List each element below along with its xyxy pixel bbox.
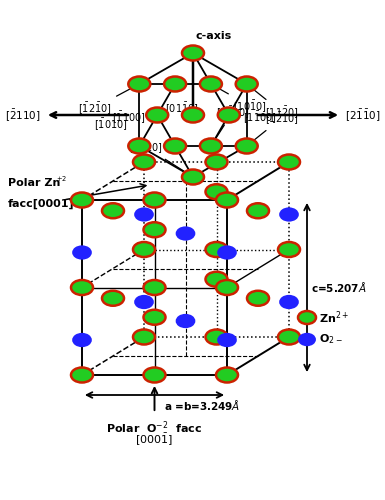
Ellipse shape: [278, 330, 300, 344]
Text: $^{+2}$: $^{+2}$: [56, 176, 67, 186]
Ellipse shape: [298, 311, 316, 324]
Ellipse shape: [128, 138, 150, 154]
Ellipse shape: [71, 280, 93, 295]
Ellipse shape: [144, 280, 166, 295]
Ellipse shape: [73, 246, 91, 259]
Text: $[10\bar{1}0]$: $[10\bar{1}0]$: [214, 86, 266, 114]
Ellipse shape: [206, 330, 228, 344]
Text: O$_{2-}$: O$_{2-}$: [319, 332, 343, 346]
Ellipse shape: [278, 154, 300, 170]
Text: Polar Zn: Polar Zn: [8, 178, 60, 188]
Text: $[11\bar{2}0]$: $[11\bar{2}0]$: [250, 86, 298, 120]
Text: facc[0001]: facc[0001]: [8, 199, 75, 209]
Text: $[000\bar{1}]$: $[000\bar{1}]$: [136, 432, 174, 448]
Ellipse shape: [182, 46, 204, 60]
Ellipse shape: [200, 76, 222, 92]
Ellipse shape: [206, 184, 228, 199]
Ellipse shape: [73, 334, 91, 346]
Ellipse shape: [164, 138, 186, 154]
Ellipse shape: [135, 296, 153, 308]
Text: $[\bar{1}\bar{1}20]$: $[\bar{1}\bar{1}20]$: [129, 139, 189, 175]
Ellipse shape: [176, 227, 194, 240]
Ellipse shape: [182, 108, 204, 122]
Ellipse shape: [278, 242, 300, 257]
Ellipse shape: [218, 334, 236, 346]
Text: c=5.207$\AA$: c=5.207$\AA$: [311, 280, 367, 294]
Text: $[\bar{1}010]$: $[\bar{1}010]$: [94, 116, 127, 132]
Ellipse shape: [280, 208, 298, 221]
Ellipse shape: [206, 272, 228, 287]
Text: a =b=3.249$\AA$: a =b=3.249$\AA$: [164, 398, 241, 412]
Ellipse shape: [236, 76, 258, 92]
Text: $[0\bar{1}10]$: $[0\bar{1}10]$: [213, 104, 249, 142]
Ellipse shape: [236, 138, 258, 154]
Ellipse shape: [247, 203, 269, 218]
Ellipse shape: [200, 138, 222, 154]
Ellipse shape: [218, 246, 236, 259]
Ellipse shape: [133, 330, 155, 344]
Text: $[1\bar{1}00]$: $[1\bar{1}00]$: [243, 109, 276, 125]
Ellipse shape: [176, 314, 194, 328]
Ellipse shape: [206, 154, 228, 170]
Ellipse shape: [182, 170, 204, 184]
Text: $[\bar{1}2\bar{1}0]$: $[\bar{1}2\bar{1}0]$: [78, 86, 136, 116]
Ellipse shape: [164, 76, 186, 92]
Ellipse shape: [299, 334, 315, 345]
Ellipse shape: [135, 208, 153, 221]
Text: Polar  O$^{-2}$  facc: Polar O$^{-2}$ facc: [106, 419, 203, 436]
Ellipse shape: [71, 368, 93, 382]
Text: $[2\bar{1}\bar{1}0]$: $[2\bar{1}\bar{1}0]$: [345, 107, 381, 123]
Ellipse shape: [133, 242, 155, 257]
Ellipse shape: [102, 291, 124, 306]
Ellipse shape: [146, 108, 168, 122]
Ellipse shape: [71, 192, 93, 208]
Ellipse shape: [144, 192, 166, 208]
Text: $[1\bar{2}10]$: $[1\bar{2}10]$: [250, 110, 298, 144]
Ellipse shape: [144, 222, 166, 238]
Ellipse shape: [218, 108, 240, 122]
Ellipse shape: [216, 192, 238, 208]
Ellipse shape: [144, 310, 166, 325]
Text: $[\bar{2}110]$: $[\bar{2}110]$: [5, 107, 41, 123]
Ellipse shape: [216, 280, 238, 295]
Ellipse shape: [133, 154, 155, 170]
Ellipse shape: [128, 76, 150, 92]
Text: $[\bar{1}100]$: $[\bar{1}100]$: [112, 109, 145, 125]
Ellipse shape: [280, 296, 298, 308]
Ellipse shape: [247, 291, 269, 306]
Ellipse shape: [206, 242, 228, 257]
Text: c-axis: c-axis: [196, 31, 232, 41]
Ellipse shape: [102, 203, 124, 218]
Ellipse shape: [216, 368, 238, 382]
Ellipse shape: [144, 368, 166, 382]
Text: $[01\bar{1}0]$: $[01\bar{1}0]$: [165, 100, 199, 116]
Text: Zn$^{2+}$: Zn$^{2+}$: [319, 309, 349, 326]
